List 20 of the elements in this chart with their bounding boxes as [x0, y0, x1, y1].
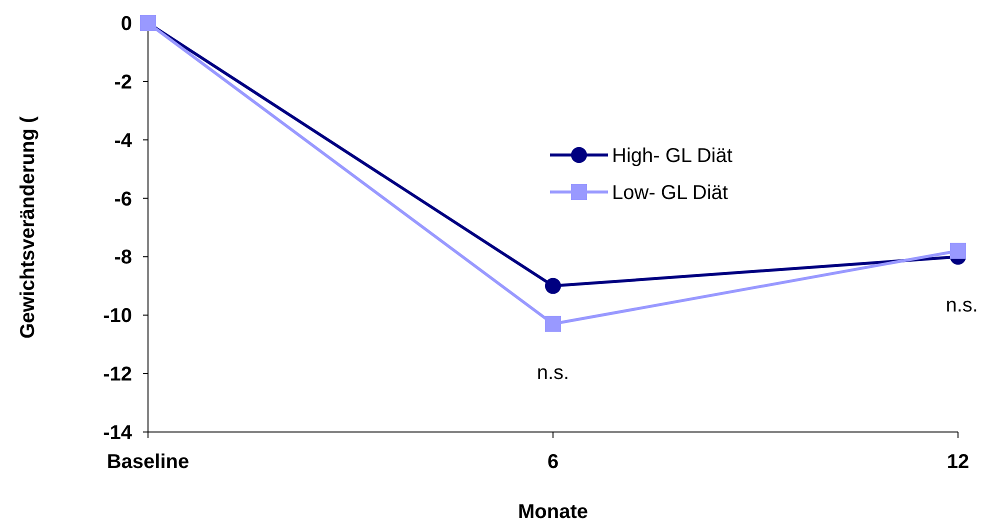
- y-tick-label: -4: [114, 130, 133, 152]
- annotation: n.s.: [536, 362, 570, 384]
- x-tick-label: Baseline: [106, 451, 190, 473]
- x-tick-label: 6: [547, 451, 559, 473]
- x-tick-label: 12: [946, 451, 970, 473]
- legend-label: High- GL Diät: [612, 145, 733, 167]
- x-axis-title: Monate: [518, 501, 588, 523]
- point: [545, 278, 561, 294]
- annotation: n.s.: [946, 294, 978, 317]
- y-tick-label: 0: [120, 13, 132, 35]
- y-tick-label: -14: [103, 422, 133, 444]
- y-axis-title: Gewichtsveränderung (: [17, 116, 39, 339]
- y-tick-label: -8: [114, 246, 132, 269]
- y-tick-label: -10: [103, 305, 132, 328]
- point: [950, 242, 966, 259]
- legend-label: Low- GL Diät: [612, 182, 728, 204]
- y-tick-label: -12: [103, 364, 132, 386]
- point: [545, 316, 561, 332]
- y-tick-label: -6: [114, 188, 132, 210]
- y-tick-label: -2: [114, 71, 132, 94]
